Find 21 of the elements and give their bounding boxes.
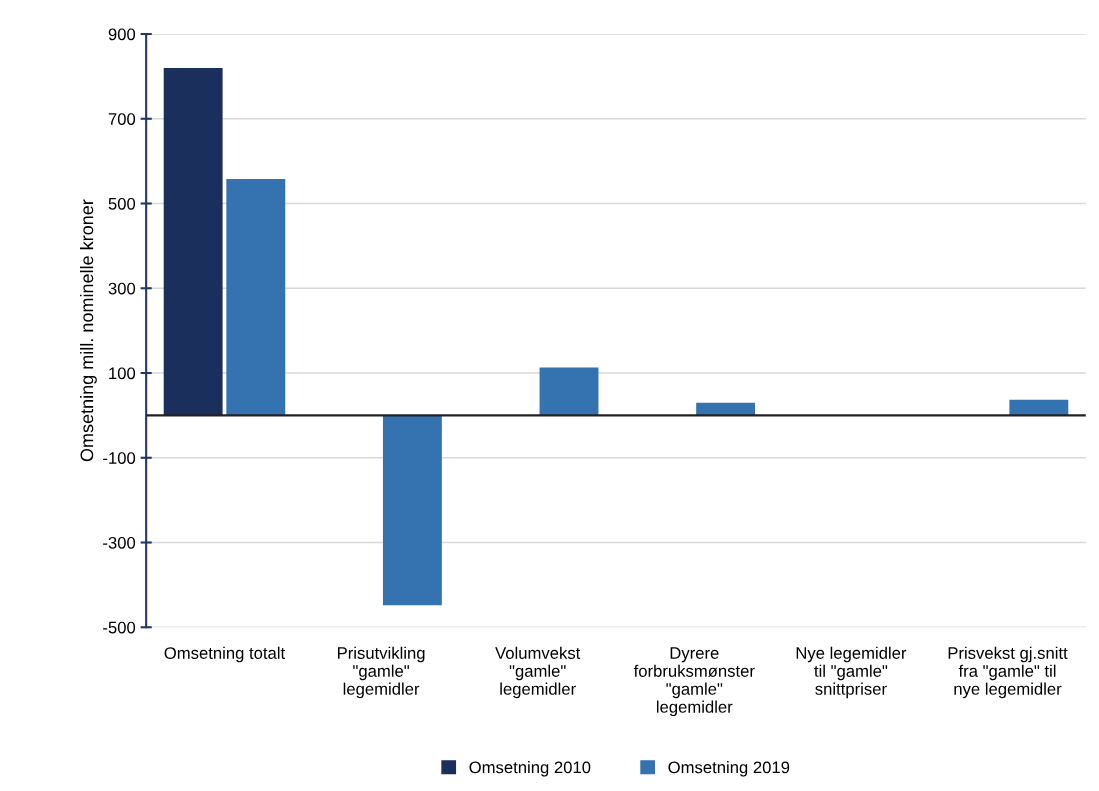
y-tick-label: -500 [103,621,136,634]
x-tick-label: Dyrere forbruksmønster "gamle" legemidler [633,647,755,717]
y-tick-label: 500 [108,197,136,210]
y-tick-label: 900 [108,28,136,41]
y-tick-label: -100 [103,452,136,464]
x-tick-label: Volumvekst "gamle" legemidler [495,646,581,699]
bar [539,367,599,416]
y-tick-label: 700 [108,113,136,125]
legend-label: Omsetning 2010 [469,761,591,777]
bar [382,415,442,606]
y-axis-title: Omsetning mill. nominelle kroner [80,199,97,462]
y-tick-label: -300 [103,536,136,549]
bar [163,67,223,416]
x-tick-label: Nye legemidler til "gamle" snittpriser [796,646,907,699]
x-tick-label: Prisutvikling "gamle" legemidler [337,646,425,699]
bar [226,178,286,416]
y-tick-label: 300 [108,282,136,295]
x-tick-label: Prisvekst gj.snitt fra "gamle" til nye legemidler [948,646,1068,699]
y-tick-label: 100 [109,367,136,380]
legend-label: Omsetning 2019 [668,761,790,777]
x-tick-label: Omsetning totalt [164,646,286,663]
